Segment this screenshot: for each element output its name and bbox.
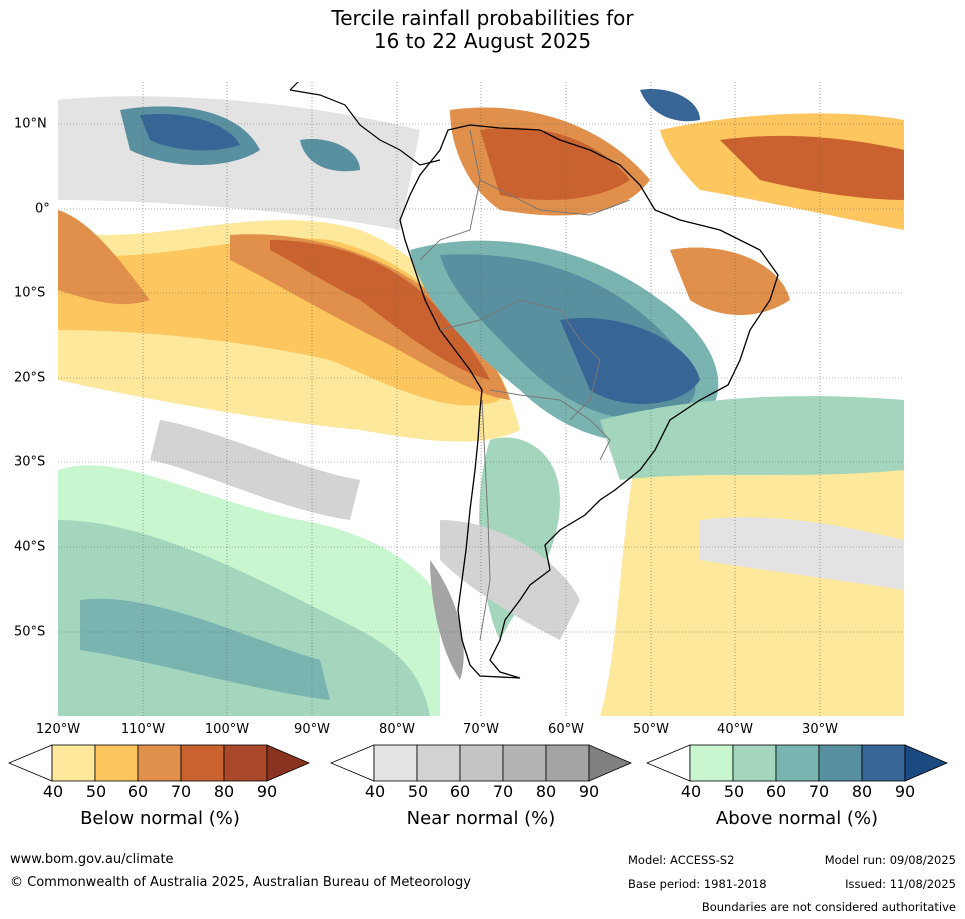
lat-label: 0° <box>35 201 50 217</box>
colorbar-swatch <box>775 744 820 782</box>
above-tick: 60 <box>765 782 787 801</box>
lon-label: 120°W <box>35 722 81 737</box>
lat-label: 30°S <box>14 454 46 470</box>
near-tick: 50 <box>407 782 429 801</box>
colorbar-swatches <box>646 744 948 782</box>
below-normal-region <box>480 127 630 200</box>
below-normal-region <box>270 240 490 380</box>
colorbar-swatch <box>416 744 461 782</box>
near-tick: 80 <box>535 782 557 801</box>
footer-issued: Issued: 11/08/2025 <box>845 877 956 891</box>
near-tick: 40 <box>364 782 386 801</box>
lon-label: 100°W <box>204 722 250 737</box>
colorbar-swatch <box>94 744 139 782</box>
above-normal-region <box>560 318 700 404</box>
lat-label: 20°S <box>14 370 46 386</box>
near-tick: 60 <box>449 782 471 801</box>
lat-label: 10°S <box>14 285 46 301</box>
near-normal-legend-title: Near normal (%) <box>406 808 556 829</box>
central-america-coastline <box>289 82 441 166</box>
lon-label: 80°W <box>379 722 415 737</box>
below-tick: 60 <box>127 782 149 801</box>
colorbar-low-extend <box>646 744 691 782</box>
above-normal-region <box>300 139 360 172</box>
map-title-line1: Tercile rainfall probabilities for <box>331 6 634 30</box>
below-tick: 80 <box>213 782 235 801</box>
above-tick: 90 <box>894 782 916 801</box>
probability-fields <box>58 89 904 716</box>
colorbar-swatch <box>51 744 96 782</box>
near-normal-colorbar <box>330 744 632 782</box>
below-normal-region <box>600 440 904 716</box>
above-normal-region <box>600 396 904 480</box>
below-tick: 90 <box>256 782 278 801</box>
colorbar-high-extend <box>904 744 948 782</box>
footer-base-period: Base period: 1981-2018 <box>628 877 767 891</box>
footer-model-run: Model run: 09/08/2025 <box>824 853 956 867</box>
colorbar-swatch <box>689 744 734 782</box>
above-normal-region <box>80 598 330 700</box>
lat-label: 40°S <box>14 539 46 555</box>
colorbar-swatch <box>373 744 418 782</box>
colorbar-swatch <box>459 744 504 782</box>
colorbar-swatch <box>818 744 863 782</box>
footer-disclaimer: Boundaries are not considered authoritat… <box>701 900 956 914</box>
footer-copyright: © Commonwealth of Australia 2025, Austra… <box>10 875 471 890</box>
country-borders <box>419 129 631 641</box>
near-tick: 90 <box>578 782 600 801</box>
lon-label: 110°W <box>120 722 166 737</box>
below-tick: 50 <box>85 782 107 801</box>
colorbar-high-extend <box>588 744 632 782</box>
near-normal-region <box>150 420 360 520</box>
above-tick: 80 <box>851 782 873 801</box>
colorbar-high-extend <box>266 744 310 782</box>
above-tick: 50 <box>723 782 745 801</box>
near-tick: 70 <box>492 782 514 801</box>
colorbar-swatches <box>8 744 310 782</box>
colorbar-swatch <box>502 744 547 782</box>
near-normal-region <box>700 517 904 590</box>
above-normal-colorbar <box>646 744 948 782</box>
lat-label: 10°N <box>14 116 47 132</box>
colorbar-low-extend <box>330 744 375 782</box>
below-normal-colorbar <box>8 744 310 782</box>
lon-label: 90°W <box>294 722 330 737</box>
above-normal-region <box>58 520 430 716</box>
colorbar-swatches <box>330 744 632 782</box>
map-title-line2: 16 to 22 August 2025 <box>373 29 592 53</box>
footer-url: www.bom.gov.au/climate <box>10 852 174 867</box>
above-tick: 70 <box>808 782 830 801</box>
near-normal-region <box>440 520 580 640</box>
lon-label: 50°W <box>633 722 669 737</box>
lon-label: 60°W <box>548 722 584 737</box>
footer-model: Model: ACCESS-S2 <box>628 853 735 867</box>
above-normal-region <box>140 114 240 151</box>
below-normal-region <box>670 247 790 315</box>
below-tick: 70 <box>170 782 192 801</box>
below-normal-region <box>230 234 510 400</box>
colorbar-swatch <box>861 744 906 782</box>
below-tick: 40 <box>42 782 64 801</box>
below-normal-legend-title: Below normal (%) <box>80 808 240 829</box>
south-america-coastline <box>399 124 779 679</box>
colorbar-low-extend <box>8 744 53 782</box>
lon-label: 70°W <box>463 722 499 737</box>
lon-label: 40°W <box>717 722 753 737</box>
lon-label: 30°W <box>802 722 838 737</box>
above-tick: 40 <box>680 782 702 801</box>
colorbar-swatch <box>180 744 225 782</box>
colorbar-swatch <box>732 744 777 782</box>
colorbar-swatch <box>137 744 182 782</box>
below-normal-region <box>58 210 150 305</box>
colorbar-swatch <box>223 744 268 782</box>
lat-label: 50°S <box>14 624 46 640</box>
near-normal-region <box>430 560 464 680</box>
above-normal-region <box>640 89 700 122</box>
below-normal-region <box>720 135 904 200</box>
colorbar-swatch <box>545 744 590 782</box>
above-normal-legend-title: Above normal (%) <box>715 808 879 829</box>
